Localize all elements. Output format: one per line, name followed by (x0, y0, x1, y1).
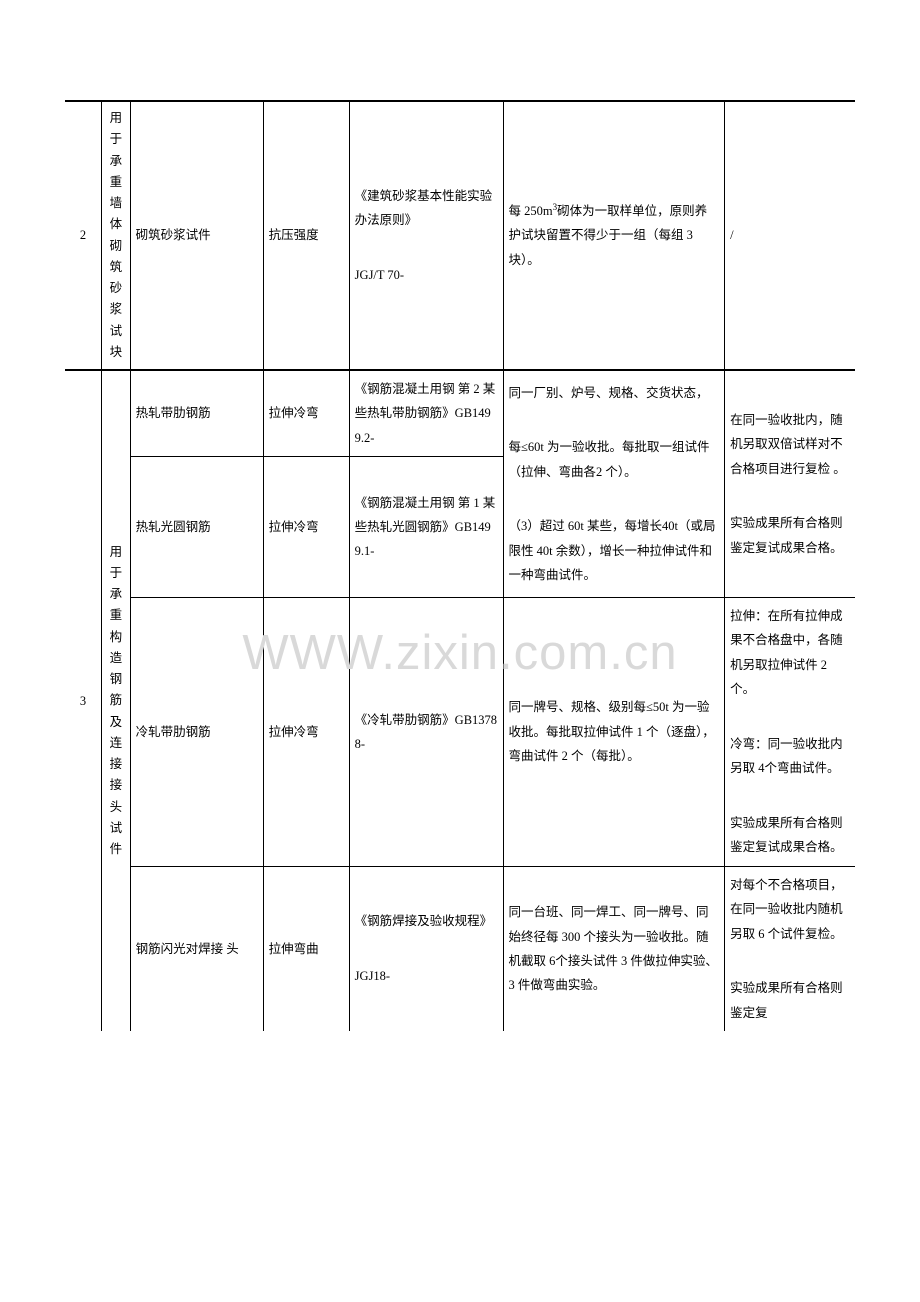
row3-r2-test: 拉伸冷弯 (263, 457, 349, 598)
row3-r4-name: 钢筋闪光对焊接 头 (130, 866, 263, 1031)
row3-r2-std: 《钢筋混凝土用钢 第 1 某些热轧光圆钢筋》GB1499.1- (349, 457, 503, 598)
row3-r4-std: 《钢筋焊接及验收规程》 JGJ18- (349, 866, 503, 1031)
row3-r3-rule: 同一牌号、规格、级别每≤50t 为一验收批。每批取拉伸试件 1 个（逐盘），弯曲… (503, 598, 725, 867)
row3-r3-name: 冷轧带肋钢筋 (130, 598, 263, 867)
row3-r4-rule: 同一台班、同一焊工、同一牌号、同始终径每 300 个接头为一验收批。随机截取 6… (503, 866, 725, 1031)
row3-r4-test: 拉伸弯曲 (263, 866, 349, 1031)
row3-r1-test: 拉伸冷弯 (263, 370, 349, 457)
row2-rule: 每 250m3砌体为一取样单位，原则养护试块留置不得少于一组（每组 3 块）。 (503, 101, 725, 370)
row2-num: 2 (65, 101, 102, 370)
row3-rule12: 同一厂别、炉号、规格、交货状态， 每≤60t 为一验收批。每批取一组试件（拉伸、… (503, 370, 725, 598)
row3-r1-name: 热轧带肋钢筋 (130, 370, 263, 457)
spec-table: 2 用于承重墙体砌筑砂浆试块 砌筑砂浆试件 抗压强度 《建筑砂浆基本性能实验办法… (65, 100, 855, 1031)
row2-name: 砌筑砂浆试件 (130, 101, 263, 370)
row3-cat: 用于承重构造钢筋及连接接头试件 (102, 370, 131, 1031)
row2-cat: 用于承重墙体砌筑砂浆试块 (102, 101, 131, 370)
row3-num: 3 (65, 370, 102, 1031)
row3-note12: 在同一验收批内，随机另取双倍试样对不合格项目进行复检 。 实验成果所有合格则鉴定… (725, 370, 855, 598)
row3-r2-name: 热轧光圆钢筋 (130, 457, 263, 598)
row2-note: / (725, 101, 855, 370)
row3-r3-test: 拉伸冷弯 (263, 598, 349, 867)
row2-std: 《建筑砂浆基本性能实验办法原则》 JGJ/T 70- (349, 101, 503, 370)
row2-test: 抗压强度 (263, 101, 349, 370)
row3-r4-note: 对每个不合格项目，在同一验收批内随机另取 6 个试件复检。 实验成果所有合格则鉴… (725, 866, 855, 1031)
row3-r3-note: 拉伸：在所有拉伸成果不合格盘中，各随机另取拉伸试件 2 个。 冷弯：同一验收批内… (725, 598, 855, 867)
row3-r3-std: 《冷轧带肋钢筋》GB13788- (349, 598, 503, 867)
row3-r1-std: 《钢筋混凝土用钢 第 2 某些热轧带肋钢筋》GB1499.2- (349, 370, 503, 457)
